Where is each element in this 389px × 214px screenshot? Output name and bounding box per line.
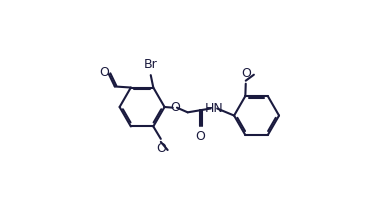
Text: O: O (196, 130, 205, 143)
Text: O: O (100, 67, 109, 79)
Text: Br: Br (144, 58, 158, 71)
Text: HN: HN (204, 102, 223, 115)
Text: O: O (170, 101, 180, 114)
Text: O: O (241, 67, 251, 80)
Text: O: O (156, 142, 166, 155)
